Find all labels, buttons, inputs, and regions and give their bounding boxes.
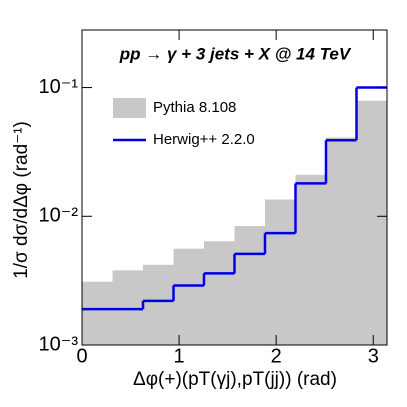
x-tick-label: 0	[76, 345, 87, 367]
x-tick-label: 1	[174, 345, 185, 367]
y-tick-label: 10⁻³	[39, 333, 79, 355]
bar	[82, 281, 113, 345]
bar	[234, 226, 266, 345]
x-tick-label: 2	[271, 345, 282, 367]
legend-swatch	[113, 98, 146, 118]
bar	[204, 241, 235, 345]
bar	[173, 248, 205, 345]
bar	[265, 199, 296, 345]
x-axis-label: Δφ(+)(pT(γj),pT(jj)) (rad)	[133, 369, 337, 390]
bar	[295, 174, 326, 345]
y-tick-label: 10⁻¹	[39, 76, 79, 98]
bar	[325, 137, 357, 345]
y-axis-label: 1/σ dσ/dΔφ (rad⁻¹)	[11, 121, 32, 279]
y-tick-label: 10⁻²	[39, 205, 79, 227]
chart-title: pp → γ + 3 jets + X @ 14 TeV	[119, 44, 352, 63]
bar	[356, 100, 387, 346]
bar	[143, 264, 174, 345]
legend-label: Pythia 8.108	[153, 99, 236, 116]
bar	[112, 270, 144, 345]
x-tick-label: 3	[368, 345, 379, 367]
plot-frame	[81, 29, 388, 346]
legend-label: Herwig++ 2.2.0	[153, 131, 255, 148]
